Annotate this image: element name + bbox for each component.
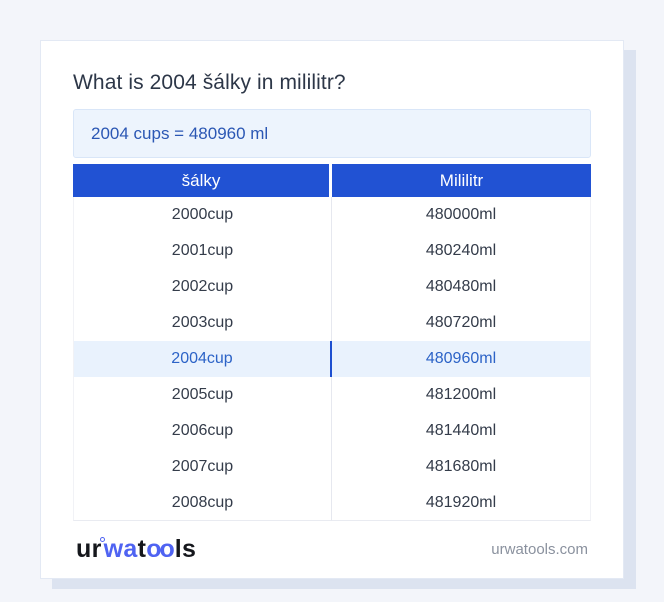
logo-seg-t: t [137, 535, 147, 563]
table-row: 2008cup 481920ml [73, 485, 591, 521]
cups-cell: 2008cup [73, 485, 332, 521]
table-row: 2007cup 481680ml [73, 449, 591, 485]
table-row: 2000cup 480000ml [73, 197, 591, 233]
table-row[interactable]: 2004cup 480960ml [73, 341, 591, 377]
cups-cell: 2007cup [73, 449, 332, 485]
cups-cell: 2003cup [73, 305, 332, 341]
table-row: 2002cup 480480ml [73, 269, 591, 305]
ml-cell: 480000ml [332, 197, 591, 233]
table-row: 2001cup 480240ml [73, 233, 591, 269]
footer: urwatools urwatools.com [73, 534, 591, 566]
logo-ring-icon [99, 537, 105, 542]
logo-seg-oo: oo [146, 535, 175, 563]
header-row: šálky Mililitr [73, 164, 591, 197]
column-header-cups: šálky [73, 164, 332, 197]
logo-seg-ls: ls [174, 535, 197, 563]
ml-cell: 480960ml [332, 341, 591, 377]
table-body: 2000cup 480000ml 2001cup 480240ml 2002cu… [73, 197, 591, 521]
table-row: 2005cup 481200ml [73, 377, 591, 413]
column-header-ml: Mililitr [332, 164, 591, 197]
ml-cell: 480480ml [332, 269, 591, 305]
cups-cell: 2000cup [73, 197, 332, 233]
cups-cell: 2002cup [73, 269, 332, 305]
ml-cell: 480240ml [332, 233, 591, 269]
table-row: 2003cup 480720ml [73, 305, 591, 341]
conversion-table: šálky Mililitr 2000cup 480000ml 2001cup … [73, 164, 591, 521]
table-header: šálky Mililitr [73, 164, 591, 197]
cups-cell: 2001cup [73, 233, 332, 269]
ml-cell: 481680ml [332, 449, 591, 485]
ml-cell: 481440ml [332, 413, 591, 449]
cups-cell: 2004cup [73, 341, 332, 377]
cups-cell: 2005cup [73, 377, 332, 413]
cups-cell: 2006cup [73, 413, 332, 449]
site-url: urwatools.com [491, 540, 588, 558]
answer-text: 2004 cups = 480960 ml [91, 123, 269, 143]
ml-cell: 481920ml [332, 485, 591, 521]
table-row: 2006cup 481440ml [73, 413, 591, 449]
ml-cell: 481200ml [332, 377, 591, 413]
logo-seg-ur: ur [76, 535, 102, 563]
answer-box: 2004 cups = 480960 ml [73, 109, 591, 158]
logo-seg-wa: wa [103, 535, 138, 563]
logo[interactable]: urwatools [76, 534, 196, 564]
conversion-card: What is 2004 šálky in mililitr? 2004 cup… [40, 40, 624, 579]
page-title: What is 2004 šálky in mililitr? [73, 71, 346, 94]
ml-cell: 480720ml [332, 305, 591, 341]
